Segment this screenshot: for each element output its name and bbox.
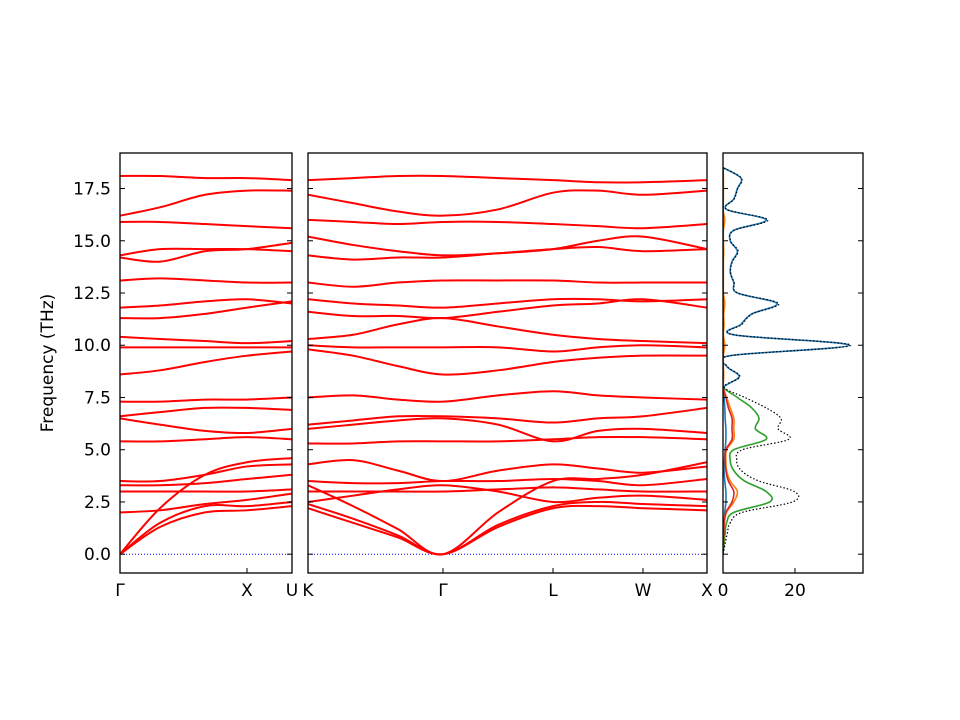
y-tick-label: 0.0 (84, 545, 111, 565)
dos-line (723, 167, 773, 555)
x-tick-label: Γ (115, 581, 125, 601)
y-tick-label: 5.0 (84, 441, 111, 461)
y-tick-label: 12.5 (73, 284, 111, 304)
y-tick-label: 7.5 (84, 388, 111, 408)
band-line (308, 406, 707, 426)
band-line (308, 344, 707, 353)
band-line (120, 473, 292, 487)
band-line (120, 406, 292, 418)
band-line (308, 174, 707, 184)
band-line (308, 218, 707, 230)
plot-area (723, 166, 852, 555)
axes-frame (307, 152, 708, 574)
band-line (308, 390, 707, 403)
dos-line (723, 167, 852, 555)
axes-frame (722, 152, 864, 574)
band-line (120, 335, 292, 345)
band-line (120, 277, 292, 284)
band-line (308, 235, 707, 257)
band-line (308, 477, 707, 487)
y-tick-label: 15.0 (73, 232, 111, 252)
y-tick-label: 2.5 (84, 493, 111, 513)
dos-line (723, 167, 735, 555)
x-tick-label: 20 (784, 581, 806, 601)
y-tick-label: 10.0 (73, 336, 111, 356)
band-line (308, 484, 707, 504)
band-line (120, 463, 292, 483)
x-tick-label: L (548, 581, 558, 601)
band-line (120, 417, 292, 435)
band-line (120, 189, 292, 217)
plot-area (308, 174, 707, 556)
y-axis-label: Frequency (THz) (38, 294, 58, 433)
dos-line (723, 166, 850, 555)
x-tick-label: Γ (438, 581, 448, 601)
band-line (120, 436, 292, 443)
band-line (120, 500, 292, 555)
band-line (308, 500, 707, 556)
band-line (120, 174, 292, 182)
band-line (120, 396, 292, 403)
plot-area (120, 174, 292, 556)
dos-line (723, 167, 739, 555)
band-line (308, 298, 707, 320)
band-line (120, 247, 292, 257)
band-line (308, 189, 707, 217)
band-line (308, 435, 707, 445)
band-line (120, 350, 292, 376)
x-tick-label: X (241, 581, 253, 601)
band-line (308, 459, 707, 483)
band-line (120, 492, 292, 514)
axes-frame (119, 152, 293, 574)
band-line (120, 488, 292, 493)
band-line (308, 461, 707, 556)
band-line (308, 348, 707, 376)
band-line (308, 486, 707, 493)
band-line (120, 241, 292, 263)
x-tick-label: U (286, 581, 298, 601)
band-line (308, 417, 707, 443)
y-tick-label: 17.5 (73, 180, 111, 200)
band-line (308, 504, 707, 556)
band-line (308, 279, 707, 288)
x-tick-label: K (302, 581, 314, 601)
x-tick-label: 0 (718, 581, 729, 601)
band-line (120, 505, 292, 556)
band-line (120, 220, 292, 230)
band-line (120, 300, 292, 320)
band-line (120, 298, 292, 309)
x-tick-label: X (701, 581, 713, 601)
x-tick-label: W (635, 581, 652, 601)
band-line (308, 317, 707, 345)
band-line (308, 297, 707, 309)
